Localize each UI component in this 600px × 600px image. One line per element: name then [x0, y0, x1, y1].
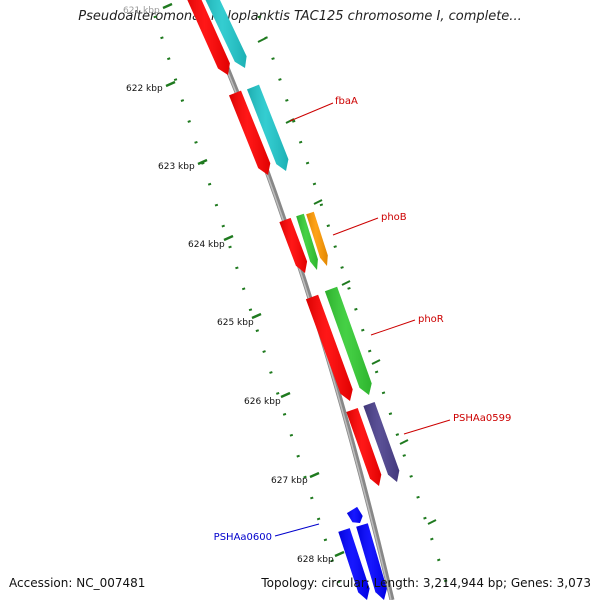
minor-tick	[399, 439, 409, 445]
minor-tick	[257, 37, 267, 43]
major-tick	[165, 80, 176, 88]
major-tick	[223, 234, 234, 242]
gene-arrow-green	[324, 286, 372, 395]
gene-arrow-orange	[306, 211, 328, 266]
minor-tick	[427, 519, 437, 525]
gene-arrow-cyan	[247, 84, 289, 171]
backbone	[195, 0, 395, 600]
gene-arrow-blue	[338, 528, 370, 600]
label-leader-line	[332, 217, 379, 236]
tick-label: 628 kbp	[297, 555, 334, 565]
gene-arrow-red	[346, 408, 382, 486]
major-tick	[309, 471, 320, 479]
gene-arrow-purple	[363, 402, 400, 482]
gene-arrow-red	[187, 0, 230, 75]
gene-arrow-red	[279, 217, 308, 273]
tick-label: 627 kbp	[271, 476, 308, 486]
tick-labels: 621 kbp 622 kbp 623 kbp 624 kbp 625 kbp 626 k…	[123, 6, 334, 565]
gene-arrow-green	[296, 213, 318, 270]
tick-label: 621 kbp	[123, 6, 160, 16]
major-tick	[251, 312, 262, 320]
map-title: Pseudoalteromonas haloplanktis TAC125 ch…	[78, 9, 522, 24]
gene-arrow-red	[305, 294, 353, 401]
accession-text: Accession: NC_007481	[9, 576, 146, 590]
label-leader-line	[370, 319, 416, 336]
minor-tick	[313, 199, 323, 205]
dotted-guides	[148, 0, 454, 600]
minor-tick	[371, 359, 381, 365]
gene-label[interactable]: fbaA	[335, 96, 358, 107]
genome-summary: Topology: circular; Length: 3,214,944 bp…	[261, 576, 591, 590]
major-tick	[334, 550, 345, 558]
label-leader-line	[403, 419, 451, 435]
major-tick	[197, 158, 208, 166]
backbone-highlight	[196, 0, 392, 600]
label-leader-line	[289, 102, 334, 122]
tick-label: 624 kbp	[188, 240, 225, 250]
tick-label: 623 kbp	[158, 162, 195, 172]
gene-arrow-blue	[356, 523, 387, 600]
gene-label[interactable]: PSHAa0600	[214, 532, 272, 543]
major-tick	[280, 391, 291, 399]
gene-arrow-red	[229, 90, 271, 175]
gene-label[interactable]: phoB	[381, 212, 407, 223]
gene-label[interactable]: phoR	[418, 314, 444, 325]
genes	[187, 0, 400, 600]
tick-label: 622 kbp	[126, 84, 163, 94]
gene-arrow-blue	[346, 506, 363, 523]
minor-tick	[341, 280, 351, 286]
gene-arrow-cyan	[205, 0, 247, 68]
tick-label: 626 kbp	[244, 397, 281, 407]
gene-label[interactable]: PSHAa0599	[453, 413, 511, 424]
gene-labels: fbaA phoB phoR PSHAa0599 PSHAa0600	[214, 96, 512, 543]
major-tick	[162, 2, 173, 10]
label-leader-line	[274, 523, 320, 537]
tick-label: 625 kbp	[217, 318, 254, 328]
